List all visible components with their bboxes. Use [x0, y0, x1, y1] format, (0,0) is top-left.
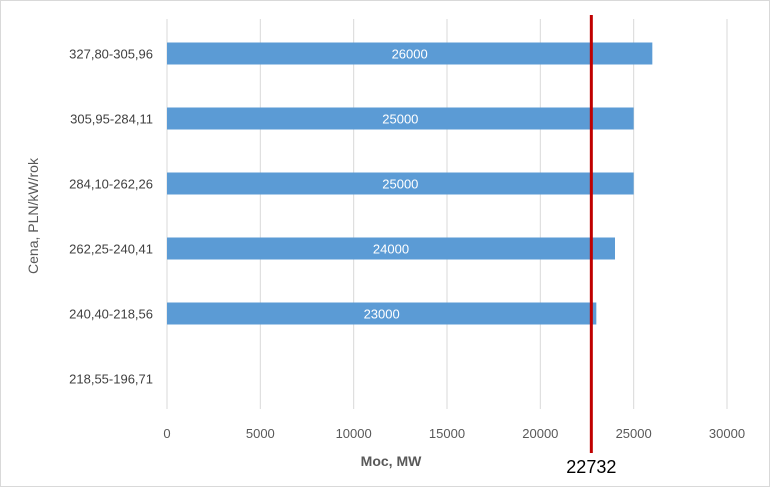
- x-tick-label-3: 15000: [429, 426, 465, 441]
- bar-0: [167, 42, 653, 65]
- x-tick-label-1: 5000: [246, 426, 275, 441]
- x-axis-title: Moc, MW: [361, 453, 422, 469]
- category-label-3: 262,25-240,41: [69, 242, 153, 257]
- x-tick-label-4: 20000: [522, 426, 558, 441]
- y-axis-title: Cena, PLN/kW/rok: [25, 157, 41, 274]
- category-label-5: 218,55-196,71: [69, 372, 153, 387]
- bar-4: [167, 302, 597, 325]
- bar-value-label-3: 24000: [373, 242, 409, 257]
- bar-3: [167, 237, 615, 260]
- bar-1: [167, 107, 634, 130]
- x-tick-label-6: 30000: [709, 426, 745, 441]
- reference-line-group: 22732: [566, 15, 616, 477]
- category-label-1: 305,95-284,11: [70, 112, 153, 127]
- reference-line-label: 22732: [566, 457, 616, 477]
- category-labels: 327,80-305,96 305,95-284,11 284,10-262,26 2…: [69, 47, 153, 387]
- x-tick-label-5: 25000: [616, 426, 652, 441]
- x-tick-label-0: 0: [163, 426, 170, 441]
- bar-value-label-4: 23000: [364, 307, 400, 322]
- x-tick-labels: 0 5000 10000 15000 20000 25000 30000: [163, 426, 745, 441]
- category-label-0: 327,80-305,96: [69, 47, 153, 62]
- bars: 26000 25000 25000 24000 23000: [167, 42, 653, 325]
- bar-2: [167, 172, 634, 195]
- gridlines: [166, 19, 728, 409]
- x-tick-label-2: 10000: [336, 426, 372, 441]
- category-label-2: 284,10-262,26: [69, 177, 153, 192]
- category-label-4: 240,40-218,56: [69, 307, 153, 322]
- bar-value-label-0: 26000: [392, 47, 428, 62]
- bar-value-label-1: 25000: [382, 112, 418, 127]
- bar-value-label-2: 25000: [382, 177, 418, 192]
